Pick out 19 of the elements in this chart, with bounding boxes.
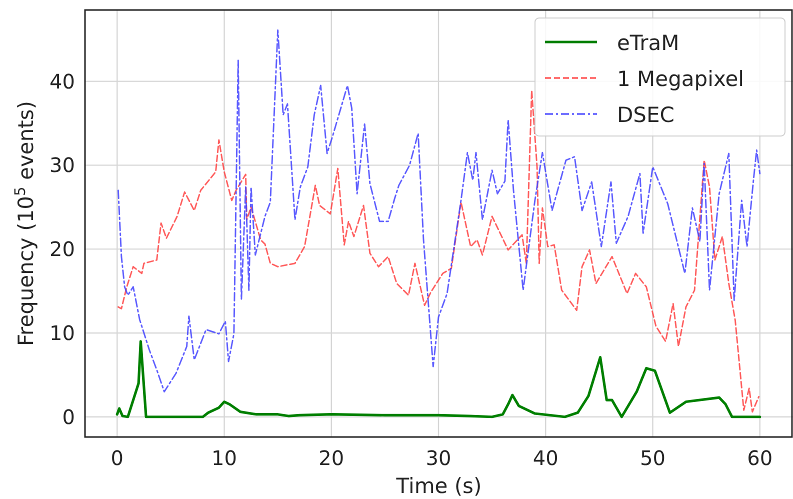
- x-tick-label: 30: [426, 446, 452, 470]
- y-tick-label: 0: [62, 404, 75, 429]
- x-tick-label: 40: [532, 446, 558, 470]
- y-tick-label: 40: [50, 69, 75, 94]
- line-series: [117, 29, 761, 392]
- x-tick-label: 20: [318, 446, 344, 470]
- x-tick-label: 50: [640, 446, 666, 470]
- x-tick-label: 10: [212, 446, 237, 470]
- x-axis-title: Time (s): [395, 474, 482, 498]
- legend-label: eTraM: [617, 31, 680, 55]
- y-tick-label: 10: [50, 320, 75, 345]
- y-tick-label: 20: [50, 237, 75, 262]
- x-tick-label: 0: [110, 446, 124, 470]
- legend-label: DSEC: [617, 103, 674, 127]
- x-tick-label: 60: [747, 446, 773, 470]
- legend-label: 1 Megapixel: [617, 67, 744, 91]
- line-series: [117, 90, 760, 413]
- line-series: [116, 340, 762, 418]
- y-tick-label: 30: [50, 153, 75, 178]
